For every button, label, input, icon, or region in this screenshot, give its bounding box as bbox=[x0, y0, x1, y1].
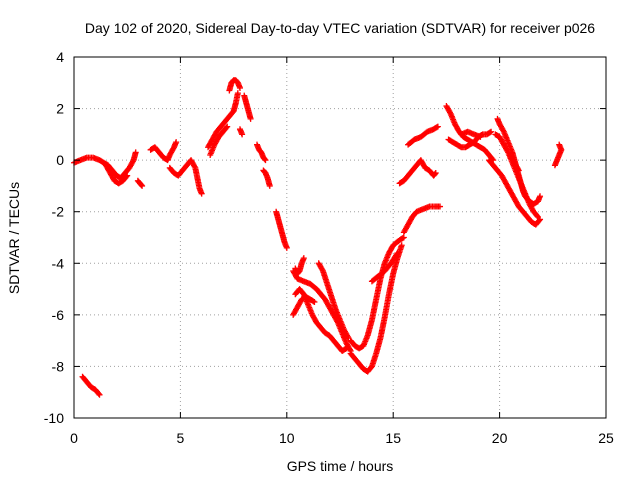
data-point bbox=[534, 212, 541, 219]
data-point bbox=[488, 128, 495, 135]
y-tick-label: -6 bbox=[52, 307, 65, 323]
y-tick-label: -4 bbox=[52, 255, 65, 271]
x-tick-label: 0 bbox=[70, 430, 78, 446]
y-tick-label: -8 bbox=[52, 358, 65, 374]
data-point bbox=[239, 131, 246, 138]
data-point bbox=[393, 251, 400, 258]
y-tick-label: -2 bbox=[52, 204, 65, 220]
y-tick-label: -10 bbox=[44, 410, 64, 426]
data-point bbox=[343, 345, 350, 352]
data-point bbox=[139, 182, 146, 189]
data-point bbox=[236, 84, 243, 91]
data-point bbox=[95, 390, 102, 397]
data-point bbox=[224, 123, 231, 130]
data-point bbox=[534, 213, 541, 220]
data-point bbox=[223, 124, 230, 131]
x-axis-label: GPS time / hours bbox=[287, 458, 394, 474]
data-point bbox=[311, 298, 318, 305]
data-point bbox=[434, 123, 441, 130]
data-point bbox=[515, 167, 522, 174]
data-point bbox=[234, 90, 241, 97]
y-axis-label: SDTVAR / TECUs bbox=[6, 182, 22, 294]
data-point bbox=[432, 170, 439, 177]
x-tick-label: 5 bbox=[177, 430, 185, 446]
data-point bbox=[477, 133, 484, 140]
data-point bbox=[504, 148, 511, 155]
data-point bbox=[515, 166, 522, 173]
axes: 0 5 10 15 20 25 -10 -8 -6 -4 -2 0 2 4 bbox=[44, 49, 614, 446]
data-point bbox=[319, 266, 326, 273]
data-point bbox=[394, 249, 401, 256]
data-point bbox=[266, 182, 273, 189]
data-point bbox=[191, 163, 198, 170]
data-point bbox=[173, 139, 180, 146]
data-point bbox=[437, 203, 444, 210]
x-tick-label: 10 bbox=[279, 430, 295, 446]
data-point bbox=[262, 157, 269, 164]
data-point bbox=[537, 193, 544, 200]
data-point bbox=[124, 172, 131, 179]
data-point bbox=[446, 109, 453, 116]
data-point bbox=[132, 149, 139, 156]
data-point bbox=[138, 182, 145, 189]
data-point bbox=[400, 234, 407, 241]
data-point bbox=[247, 115, 254, 122]
data-point bbox=[123, 173, 130, 180]
data-point bbox=[398, 242, 405, 249]
data-point bbox=[198, 190, 205, 197]
y-tick-label: 0 bbox=[56, 152, 64, 168]
data-point bbox=[344, 333, 351, 340]
data-point bbox=[96, 391, 103, 398]
y-tick-label: 2 bbox=[56, 101, 64, 117]
gridlines bbox=[74, 57, 606, 418]
data-points bbox=[71, 77, 565, 398]
data-point bbox=[556, 141, 563, 148]
data-point bbox=[432, 170, 439, 177]
data-point bbox=[500, 127, 507, 134]
chart-title: Day 102 of 2020, Sidereal Day-to-day VTE… bbox=[85, 20, 595, 36]
x-tick-label: 25 bbox=[598, 430, 614, 446]
y-tick-label: 4 bbox=[56, 49, 64, 65]
data-point bbox=[261, 156, 268, 163]
x-tick-label: 20 bbox=[492, 430, 508, 446]
data-point bbox=[283, 244, 290, 251]
plot-frame bbox=[73, 56, 607, 419]
data-point bbox=[536, 217, 543, 224]
x-tick-label: 15 bbox=[385, 430, 401, 446]
data-point bbox=[300, 255, 307, 262]
